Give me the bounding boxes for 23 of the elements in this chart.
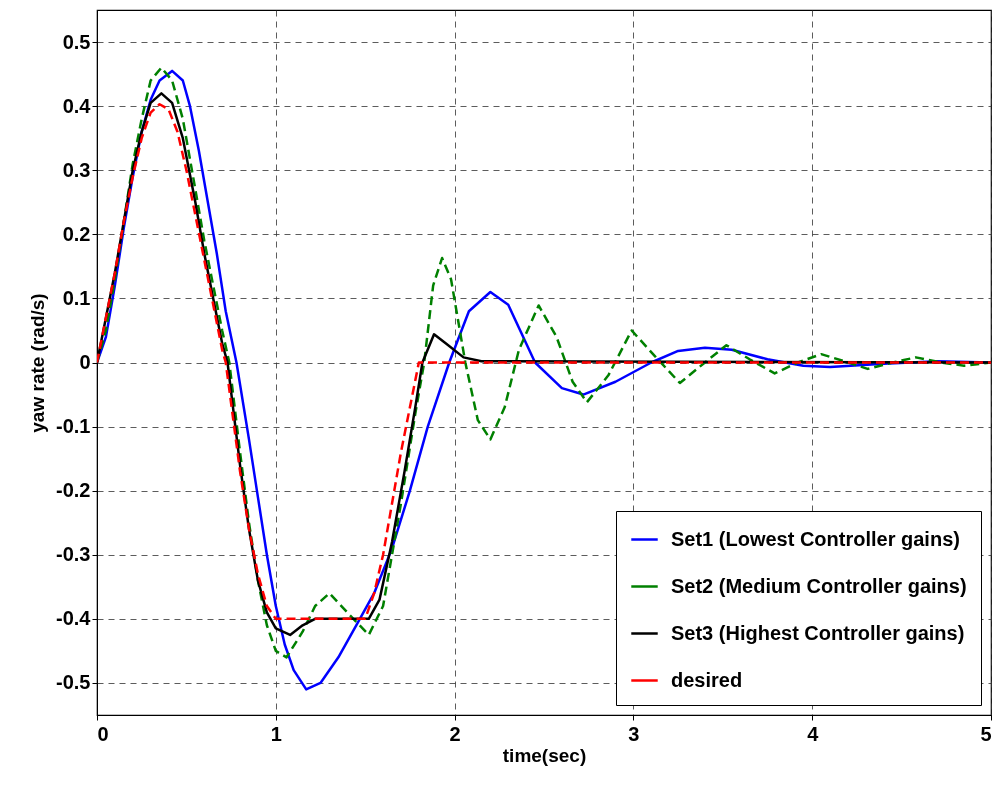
x-tick-label: 2 [449, 722, 461, 745]
y-axis-title: yaw rate (rad/s) [27, 293, 49, 433]
y-tick-label: -0.5 [56, 671, 91, 694]
y-tick-label: 0.4 [62, 94, 92, 117]
y-tick-label: -0.2 [56, 479, 91, 502]
y-tick-label: -0.1 [56, 415, 91, 438]
legend-label: desired [671, 668, 743, 691]
x-tick-label: 1 [270, 722, 282, 745]
y-tick-label: 0 [79, 351, 91, 373]
y-tick-label: 0.1 [62, 286, 91, 309]
y-tick-label: -0.4 [56, 607, 92, 630]
y-tick-label: -0.3 [56, 543, 91, 566]
x-tick-label: 3 [628, 722, 640, 745]
legend-label: Set3 (Highest Controller gains) [671, 621, 965, 644]
x-tick-label: 0 [97, 722, 109, 745]
legend-label: Set1 (Lowest Controller gains) [671, 527, 960, 550]
y-tick-label: 0.5 [62, 30, 91, 53]
legend-label: Set2 (Medium Controller gains) [671, 574, 967, 597]
x-tick-label: 4 [807, 722, 820, 745]
y-tick-label: 0.2 [62, 222, 91, 245]
y-tick-label: 0.3 [62, 158, 91, 181]
x-axis-title: time(sec) [502, 744, 587, 766]
x-tick-label: 5 [980, 722, 992, 745]
